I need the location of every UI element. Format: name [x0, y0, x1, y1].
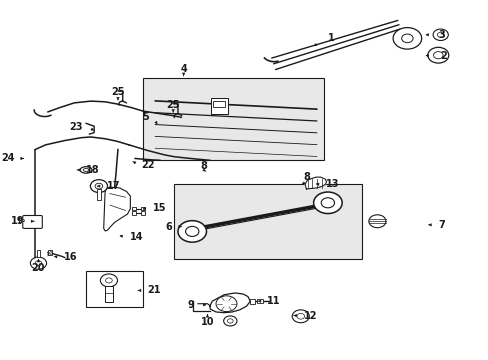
Circle shape — [392, 28, 421, 49]
Text: 25: 25 — [111, 87, 124, 97]
Circle shape — [436, 32, 443, 37]
Bar — [210, 98, 227, 114]
Bar — [86, 271, 143, 307]
Text: 8: 8 — [303, 172, 309, 182]
Text: 18: 18 — [86, 165, 100, 175]
Polygon shape — [103, 187, 130, 231]
Polygon shape — [20, 218, 24, 223]
Text: 10: 10 — [200, 318, 214, 327]
Text: 24: 24 — [1, 153, 15, 163]
Circle shape — [90, 180, 107, 193]
Text: 15: 15 — [152, 203, 166, 213]
Text: 1: 1 — [327, 33, 334, 43]
Circle shape — [105, 278, 112, 283]
Text: 25: 25 — [166, 100, 180, 110]
Circle shape — [432, 29, 447, 41]
Text: 17: 17 — [106, 181, 120, 191]
Text: 4: 4 — [180, 64, 186, 74]
Text: 7: 7 — [437, 220, 444, 230]
Circle shape — [321, 198, 334, 208]
Circle shape — [95, 183, 102, 189]
Circle shape — [30, 257, 46, 269]
Ellipse shape — [83, 168, 89, 171]
Circle shape — [178, 221, 206, 242]
Text: 21: 21 — [147, 285, 160, 296]
Text: 5: 5 — [142, 112, 149, 122]
Polygon shape — [209, 293, 250, 313]
Text: 2: 2 — [439, 50, 446, 60]
Text: 3: 3 — [438, 30, 445, 40]
Circle shape — [427, 47, 448, 63]
Text: 11: 11 — [266, 296, 280, 306]
Bar — [97, 189, 101, 200]
Circle shape — [401, 34, 412, 42]
Circle shape — [292, 310, 309, 323]
Circle shape — [185, 226, 199, 237]
Bar — [143, 78, 324, 160]
Circle shape — [433, 51, 442, 59]
Bar — [105, 286, 113, 302]
Circle shape — [35, 261, 42, 266]
Bar — [37, 250, 41, 257]
Text: 6: 6 — [165, 222, 172, 231]
Circle shape — [313, 192, 342, 213]
Bar — [141, 207, 144, 211]
Circle shape — [368, 215, 385, 228]
Circle shape — [100, 274, 117, 287]
Circle shape — [227, 319, 233, 323]
Circle shape — [223, 316, 237, 326]
Bar — [141, 211, 144, 215]
Circle shape — [296, 314, 304, 319]
FancyBboxPatch shape — [23, 216, 42, 228]
Text: 13: 13 — [325, 179, 338, 189]
Text: 19: 19 — [11, 216, 24, 226]
Text: 22: 22 — [141, 160, 154, 170]
Bar — [47, 249, 52, 255]
Text: 8: 8 — [200, 161, 206, 171]
Bar — [257, 299, 263, 303]
Bar — [213, 101, 224, 107]
Text: 23: 23 — [69, 122, 82, 132]
Text: 20: 20 — [32, 263, 45, 273]
Polygon shape — [305, 177, 326, 189]
Bar — [132, 211, 136, 215]
Text: 12: 12 — [303, 311, 316, 320]
Ellipse shape — [80, 167, 92, 173]
Text: 16: 16 — [63, 252, 77, 262]
Circle shape — [216, 296, 237, 312]
Text: 14: 14 — [130, 232, 143, 242]
Text: 9: 9 — [187, 300, 194, 310]
Bar — [174, 184, 362, 259]
Bar — [132, 207, 136, 211]
Bar — [250, 299, 255, 304]
